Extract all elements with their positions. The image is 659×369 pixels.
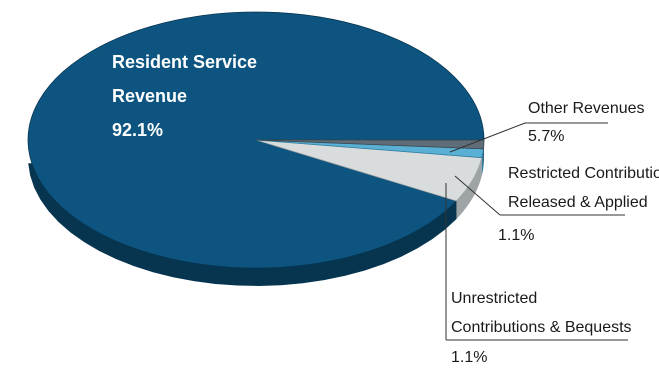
leader-restricted-contributions <box>454 175 501 216</box>
label-unrestricted-line2: Contributions & Bequests <box>451 319 632 336</box>
leader-other-revenues <box>449 122 526 153</box>
label-resident-service-revenue: Resident Service Revenue 92.1% <box>112 52 262 140</box>
leader-lines <box>445 122 628 341</box>
label-unrestricted-line1: Unrestricted <box>451 290 537 307</box>
label-restricted-contributions: Restricted Contribution Released & Appli… <box>498 165 659 244</box>
label-unrestricted-contributions: Unrestricted Contributions & Bequests 1.… <box>451 290 636 366</box>
slice-side-restricted-contributions-released-applied <box>481 148 484 176</box>
value-resident-service-revenue: 92.1% <box>112 120 163 140</box>
slice-unrestricted-contributions-bequests <box>255 139 485 150</box>
label-resident-line2: Revenue <box>112 86 187 106</box>
value-restricted-contributions: 1.1% <box>498 227 534 244</box>
value-unrestricted-contributions: 1.1% <box>451 349 487 366</box>
label-restricted-line1: Restricted Contribution <box>508 165 659 182</box>
pie-top-layer <box>27 11 485 269</box>
label-other-revenues: Other Revenues 5.7% <box>528 100 649 145</box>
value-other-revenues: 5.7% <box>528 128 564 145</box>
label-restricted-line2: Released & Applied <box>508 194 648 211</box>
label-other-line1: Other Revenues <box>528 100 645 117</box>
label-resident-line1: Resident Service <box>112 52 257 72</box>
